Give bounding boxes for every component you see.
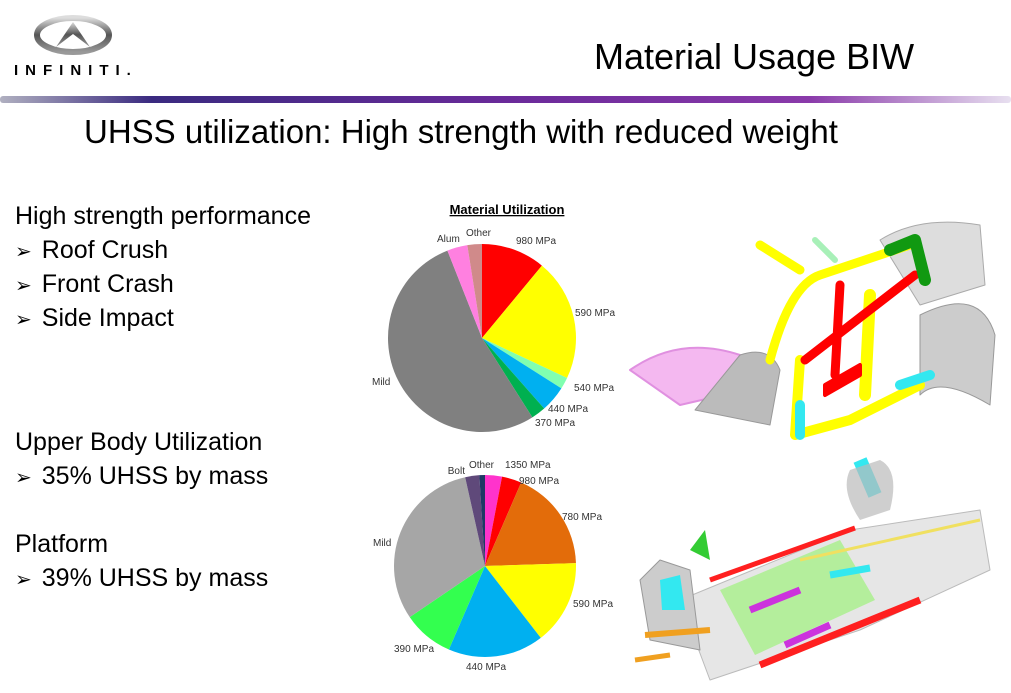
pie-slice-590-mpa [485, 563, 576, 638]
bullet-heading-upper-body: Upper Body Utilization [15, 428, 263, 456]
slice-label: 780 MPa [562, 512, 602, 523]
slice-label: 980 MPa [516, 236, 556, 247]
slice-label: 370 MPa [535, 418, 575, 429]
pie-slice-alum [447, 245, 482, 338]
arrow-bullet-icon: ➢ [15, 309, 32, 331]
slice-label: 1350 MPa [505, 460, 551, 471]
arrow-bullet-icon: ➢ [15, 569, 32, 591]
slice-label: Other [469, 460, 495, 471]
pie-slice-390-mpa [409, 566, 485, 650]
bullet-text: Side Impact [41, 304, 174, 332]
bullet-item: ➢ Side Impact [15, 304, 174, 333]
bullet-item: ➢ 39% UHSS by mass [15, 564, 268, 593]
slice-label: 590 MPa [573, 599, 613, 610]
arrow-bullet-icon: ➢ [15, 241, 32, 263]
pie-slice-bolt [465, 475, 485, 566]
bullet-item: ➢ 35% UHSS by mass [15, 462, 268, 491]
pie-slice-other [467, 244, 482, 338]
slice-label: Mild [373, 538, 391, 549]
chart-title: Material Utilization [450, 202, 565, 217]
pie-slice-mild [394, 477, 485, 618]
brand-wordmark: INFINITI. [14, 62, 138, 79]
slice-label: Mild [372, 377, 390, 388]
bullet-text: Front Crash [41, 270, 174, 298]
pie-slice-440-mpa [482, 338, 562, 409]
header-divider [0, 96, 1011, 103]
slide-title: Material Usage BIW [594, 36, 915, 77]
bullet-heading-platform: Platform [15, 530, 109, 558]
pie-slice-440-mpa [448, 566, 541, 657]
arrow-bullet-icon: ➢ [15, 275, 32, 297]
slice-label: 590 MPa [575, 308, 615, 319]
slice-label: 980 MPa [519, 476, 559, 487]
bullet-text: Roof Crush [41, 236, 169, 264]
pie-slice-780-mpa [485, 482, 576, 566]
slice-label: 440 MPa [466, 662, 506, 673]
slice-label: 390 MPa [394, 644, 434, 655]
bullet-heading-strength: High strength performance [15, 202, 311, 230]
upper-body-illustration [629, 221, 996, 440]
pie-slice-590-mpa [482, 265, 577, 379]
pie-slice-370-mpa [482, 338, 545, 418]
bullet-text: 35% UHSS by mass [41, 462, 269, 490]
infiniti-logo-icon [34, 15, 112, 55]
slice-label: 540 MPa [574, 383, 614, 394]
pie-slice-1350-mpa [485, 475, 503, 566]
slice-label: Bolt [448, 466, 465, 477]
pie-upper-body: 980 MPa 590 MPa 540 MPa 440 MPa 370 MPa Mild A… [372, 228, 615, 432]
slide-subtitle: UHSS utilization: High strength with red… [84, 113, 838, 150]
pie-platform: 1350 MPa 980 MPa 780 MPa 590 MPa 440 MPa 390 … [373, 460, 613, 673]
pie-slice-540-mpa [482, 338, 568, 389]
bullet-item: ➢ Roof Crush [15, 236, 168, 265]
slice-label: Alum [437, 234, 460, 245]
slice-label: 440 MPa [548, 404, 588, 415]
pie-slice-other [479, 475, 485, 566]
slice-label: Other [466, 228, 492, 239]
pie-slice-980-mpa [482, 244, 542, 338]
bullet-item: ➢ Front Crash [15, 270, 174, 299]
platform-illustration [634, 457, 991, 681]
arrow-bullet-icon: ➢ [15, 467, 32, 489]
pie-slice-mild [388, 250, 533, 432]
bullet-text: 39% UHSS by mass [41, 564, 269, 592]
pie-slice-980-mpa [485, 476, 522, 566]
